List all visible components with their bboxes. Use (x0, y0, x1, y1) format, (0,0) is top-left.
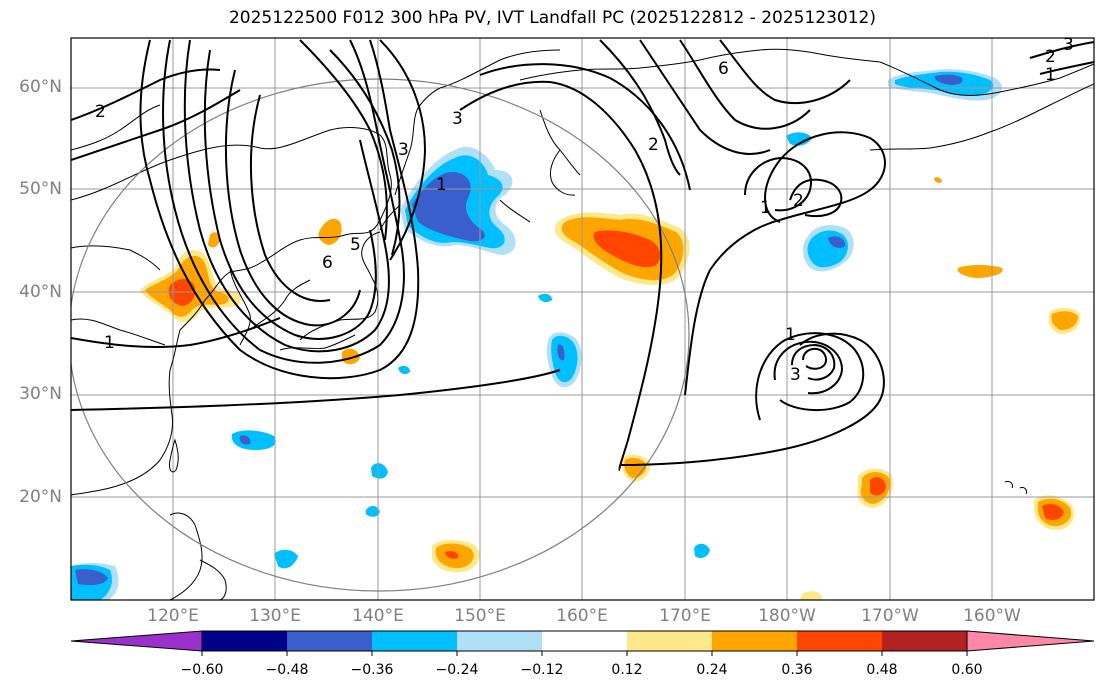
contour-label: 3 (1063, 35, 1074, 55)
contour-label: 2 (1045, 47, 1056, 67)
contour-label: 1 (1045, 65, 1056, 85)
colorbar-label: 0.60 (951, 662, 983, 678)
lat-label-60n: 60°N (19, 77, 62, 97)
lon-label-130e: 130°E (249, 606, 301, 626)
lat-label-50n: 50°N (19, 179, 62, 199)
colorbar-segment (202, 631, 287, 651)
colorbar-label: 0.12 (611, 662, 643, 678)
contour-label: 1 (760, 198, 771, 218)
colorbar-label: 0.48 (866, 662, 898, 678)
colorbar-high-extend (966, 630, 1095, 652)
lon-label-170w: 170°W (861, 606, 919, 626)
colorbar-segment (797, 631, 882, 651)
colorbar-segment (372, 631, 457, 651)
lon-label-140e: 140°E (352, 606, 404, 626)
contour-label: 3 (790, 365, 801, 385)
colorbar-label: −0.48 (265, 662, 309, 678)
lon-label-160e: 160°E (556, 606, 608, 626)
contour-label: 2 (793, 191, 804, 211)
lon-label-170e: 170°E (659, 606, 711, 626)
contour-label: 5 (350, 235, 361, 255)
colorbar-segment (287, 631, 372, 651)
colorbar-label: −0.12 (520, 662, 564, 678)
lat-label-20n: 20°N (19, 487, 62, 507)
lon-label-160w: 160°W (963, 606, 1021, 626)
colorbar-label: −0.24 (435, 662, 479, 678)
contour-label: 2 (648, 135, 659, 155)
lon-label-120e: 120°E (147, 606, 199, 626)
colorbar-segment (457, 631, 542, 651)
map-frame (70, 37, 1095, 601)
colorbar-label: 0.36 (781, 662, 813, 678)
contour-label: 6 (718, 59, 729, 79)
colorbar-segment (882, 631, 967, 651)
lat-label-30n: 30°N (19, 384, 62, 404)
contour-label-group: 1 1 2 2 2 3 3 3 3 5 6 6 1 1 1 2 3 (95, 35, 1074, 385)
colorbar-label: −0.36 (350, 662, 394, 678)
map-title: 2025122500 F012 300 hPa PV, IVT Landfall… (228, 8, 876, 28)
contour-label: 1 (436, 175, 447, 195)
contour-label: 1 (104, 333, 115, 353)
colorbar (70, 630, 1095, 656)
colorbar-segment (627, 631, 712, 651)
gridlines (71, 38, 1094, 600)
lon-label-150e: 150°E (454, 606, 506, 626)
colorbar-segment (542, 631, 627, 651)
contour-label: 6 (322, 253, 333, 273)
colorbar-segment (712, 631, 797, 651)
contour-label: 2 (95, 102, 106, 122)
region-circle (71, 78, 690, 592)
lon-label-180w: 180°W (758, 606, 816, 626)
contour-lines (71, 39, 1094, 471)
contour-label: 3 (398, 140, 409, 160)
lat-label-40n: 40°N (19, 282, 62, 302)
colorbar-low-extend (70, 630, 203, 652)
contour-label: 3 (452, 109, 463, 129)
colorbar-label: 0.24 (696, 662, 728, 678)
contour-label: 1 (785, 325, 796, 345)
coastlines (71, 48, 1094, 600)
colorbar-label: −0.60 (180, 662, 224, 678)
